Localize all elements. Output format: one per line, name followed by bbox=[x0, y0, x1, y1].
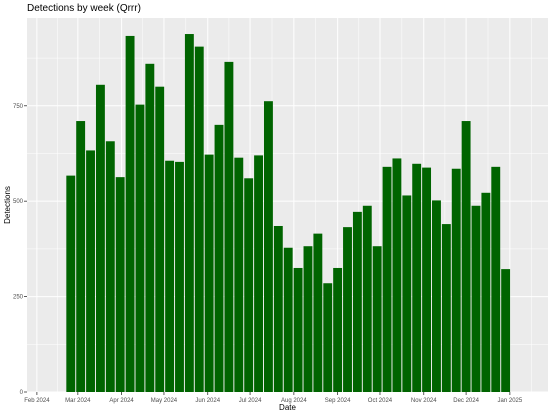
bar bbox=[95, 84, 105, 393]
y-tick-label: 500 bbox=[13, 199, 24, 205]
bar bbox=[204, 154, 214, 392]
bar bbox=[115, 177, 125, 392]
x-tick-label: Dec 2024 bbox=[453, 398, 479, 404]
x-tick-label: Feb 2024 bbox=[24, 398, 50, 404]
bar bbox=[165, 160, 175, 392]
x-axis: Feb 2024 Mar 2024 Apr 2024 May 2024 Jun 2024… bbox=[24, 392, 523, 404]
bar bbox=[491, 166, 501, 392]
bar bbox=[402, 195, 412, 392]
x-tick-label: Nov 2024 bbox=[411, 398, 437, 404]
bar bbox=[76, 121, 86, 392]
x-tick-label: Oct 2024 bbox=[368, 398, 393, 404]
x-tick-label: Mar 2024 bbox=[65, 398, 91, 404]
bar bbox=[214, 124, 224, 392]
x-axis-label: Date bbox=[279, 403, 296, 412]
bar bbox=[145, 63, 155, 392]
y-axis-label: Detections bbox=[3, 186, 12, 224]
x-tick-label: Jul 2024 bbox=[239, 398, 262, 404]
bar bbox=[105, 141, 115, 392]
bar bbox=[224, 61, 234, 392]
bar bbox=[372, 246, 382, 392]
bar bbox=[352, 211, 362, 392]
bar bbox=[244, 178, 254, 392]
bar bbox=[343, 227, 352, 392]
bar bbox=[86, 150, 95, 392]
bar bbox=[234, 157, 244, 392]
bar bbox=[125, 35, 135, 392]
bar bbox=[184, 34, 194, 393]
bar bbox=[441, 224, 451, 392]
bar bbox=[283, 247, 293, 392]
bar bbox=[194, 46, 204, 393]
bar bbox=[461, 121, 471, 392]
bar bbox=[135, 104, 145, 392]
bar bbox=[263, 101, 273, 392]
bar bbox=[273, 225, 283, 392]
bar bbox=[66, 175, 76, 392]
x-tick-label: May 2024 bbox=[151, 398, 178, 404]
chart-title: Detections by week (Qrrr) bbox=[27, 3, 141, 14]
bar bbox=[451, 168, 461, 392]
bar bbox=[313, 233, 323, 392]
bar bbox=[362, 205, 372, 392]
bar bbox=[254, 155, 264, 392]
y-tick-label: 250 bbox=[13, 295, 24, 301]
bar bbox=[293, 267, 303, 392]
x-tick-label: Apr 2024 bbox=[109, 398, 134, 404]
y-tick-label: 0 bbox=[20, 390, 24, 396]
bars bbox=[66, 34, 511, 393]
x-tick-label: Jan 2025 bbox=[498, 398, 523, 404]
bar bbox=[333, 267, 343, 392]
x-tick-label: Sep 2024 bbox=[325, 398, 351, 404]
bar bbox=[392, 158, 402, 392]
bar bbox=[155, 86, 165, 392]
bar bbox=[382, 166, 392, 392]
bar bbox=[422, 167, 432, 392]
bar bbox=[303, 246, 313, 392]
bar bbox=[323, 283, 333, 392]
bar bbox=[501, 269, 511, 392]
bar bbox=[471, 205, 481, 392]
bar bbox=[432, 200, 441, 392]
bar bbox=[481, 192, 491, 392]
y-axis: 0 250 500 750 bbox=[13, 104, 27, 396]
bar bbox=[175, 161, 184, 392]
bar bbox=[412, 163, 422, 392]
x-tick-label: Aug 2024 bbox=[281, 398, 307, 404]
y-tick-label: 750 bbox=[13, 104, 24, 110]
x-tick-label: Jun 2024 bbox=[195, 398, 220, 404]
